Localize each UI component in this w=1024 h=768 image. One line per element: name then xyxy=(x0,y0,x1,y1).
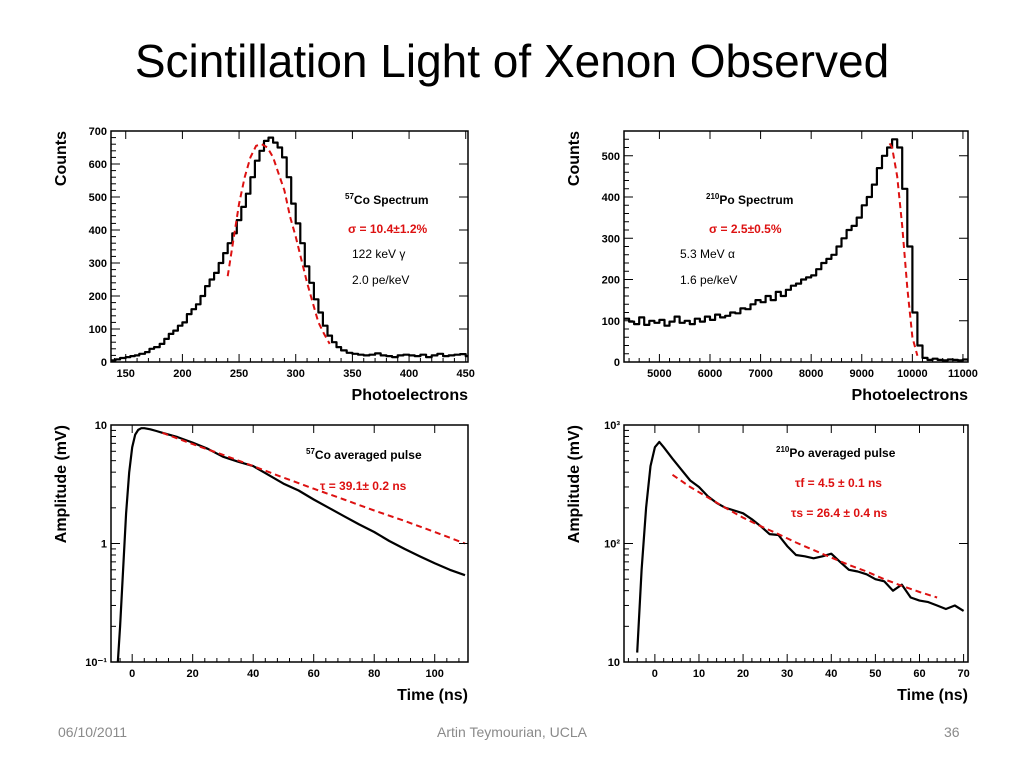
po210-spectrum-y-tick-label: 400 xyxy=(602,192,620,204)
po210-spectrum-x-tick-label: 8000 xyxy=(799,368,823,380)
po210-spectrum-x-tick-label: 6000 xyxy=(698,368,722,380)
slide-title: Scintillation Light of Xenon Observed xyxy=(134,35,890,87)
po210-pulse-data-series xyxy=(636,440,965,653)
co57-spectrum-y-axis-title: Counts xyxy=(53,131,70,186)
footer-author: Artin Teymourian, UCLA xyxy=(437,724,587,740)
co57-pulse-y-tick-label: 10 xyxy=(95,420,107,432)
co57-spectrum-x-tick-label: 450 xyxy=(457,368,475,380)
co57-spectrum-x-tick-label: 350 xyxy=(343,368,361,380)
po210-pulse-x-axis-title: Time (ns) xyxy=(897,687,968,704)
po210-pulse-y-tick-label: 10³ xyxy=(604,420,620,432)
po210-spectrum-sigma-label: σ = 2.5±0.5% xyxy=(709,222,782,236)
po210-spectrum-x-tick-label: 11000 xyxy=(948,368,978,380)
po210-spectrum-annotation-title: 210Po Spectrum xyxy=(706,192,793,207)
co57-pulse-data-series xyxy=(116,427,466,662)
co57-pulse-x-tick-label: 80 xyxy=(368,668,380,680)
co57-spectrum-y-tick-label: 200 xyxy=(89,291,107,303)
co57-spectrum-energy-label: 122 keV γ xyxy=(352,247,405,261)
po210-spectrum-x-axis-title: Photoelectrons xyxy=(852,387,969,404)
co57-spectrum-annotation-title-text: Co Spectrum xyxy=(354,193,429,207)
co57-spectrum-fit-series xyxy=(226,143,331,345)
po210-pulse-x-tick-label: 20 xyxy=(737,668,749,680)
footer-date: 06/10/2011 xyxy=(58,724,128,740)
co57-pulse-chart: 0 20 40 60 80 100 10⁻¹ 1 10 Time (ns) Amplitude (m… xyxy=(53,420,469,704)
po210-pulse-isotope-superscript: 210 xyxy=(776,445,790,454)
co57-pulse-x-axis-title: Time (ns) xyxy=(397,687,468,704)
co57-pulse-tau-label: τ = 39.1± 0.2 ns xyxy=(320,479,407,493)
po210-pulse-x-tick-label: 30 xyxy=(781,668,793,680)
po210-pulse-tau-slow-label: τs = 26.4 ± 0.4 ns xyxy=(791,506,888,520)
co57-pulse-y-tick-label: 1 xyxy=(101,539,107,551)
po210-spectrum-chart: 5000 6000 7000 8000 9000 10000 11000 0 100 200 300… xyxy=(566,130,978,404)
po210-spectrum-y-tick-label: 100 xyxy=(602,316,620,328)
co57-spectrum-y-tick-label: 600 xyxy=(89,159,107,171)
po210-spectrum-annotation-title-text: Po Spectrum xyxy=(719,193,793,207)
co57-spectrum-y-tick-label: 300 xyxy=(89,258,107,270)
po210-spectrum-y-tick-label: 0 xyxy=(614,357,620,369)
co57-spectrum-data-series xyxy=(111,136,468,362)
footer-page-number: 36 xyxy=(944,724,960,740)
co57-pulse-x-tick-label: 20 xyxy=(187,668,199,680)
po210-pulse-fit-series xyxy=(671,473,938,599)
po210-spectrum-yield-label: 1.6 pe/keV xyxy=(680,273,737,287)
po210-pulse-chart: 0 10 20 30 40 50 60 70 10 10² 10³ Time (ns) Amplitud… xyxy=(566,420,970,704)
co57-pulse-x-tick-label: 0 xyxy=(129,668,135,680)
po210-spectrum-data-series xyxy=(624,138,968,362)
po210-pulse-x-tick-label: 50 xyxy=(869,668,881,680)
po210-spectrum-y-tick-label: 300 xyxy=(602,233,620,245)
po210-spectrum-y-tick-label: 200 xyxy=(602,275,620,287)
co57-spectrum-y-tick-label: 700 xyxy=(89,126,107,138)
po210-spectrum-x-tick-label: 7000 xyxy=(748,368,772,380)
po210-pulse-x-tick-label: 40 xyxy=(825,668,837,680)
co57-pulse-x-tick-label: 100 xyxy=(426,668,444,680)
co57-spectrum-x-axis-title: Photoelectrons xyxy=(352,387,469,404)
co57-spectrum-isotope-superscript: 57 xyxy=(345,192,354,201)
po210-pulse-x-tick-label: 60 xyxy=(913,668,925,680)
co57-pulse-annotation-title: 57Co averaged pulse xyxy=(306,447,422,462)
po210-spectrum-energy-label: 5.3 MeV α xyxy=(680,247,735,261)
co57-pulse-x-tick-label: 60 xyxy=(308,668,320,680)
co57-pulse-x-tick-label: 40 xyxy=(247,668,259,680)
co57-spectrum-yield-label: 2.0 pe/keV xyxy=(352,273,409,287)
co57-spectrum-x-tick-label: 250 xyxy=(230,368,248,380)
co57-spectrum-annotation-title: 57Co Spectrum xyxy=(345,192,429,207)
po210-pulse-y-tick-label: 10 xyxy=(608,657,620,669)
po210-pulse-y-axis-title: Amplitude (mV) xyxy=(566,425,583,543)
co57-pulse-y-tick-label: 10⁻¹ xyxy=(85,657,107,669)
co57-spectrum-y-tick-label: 0 xyxy=(101,357,107,369)
po210-spectrum-y-tick-label: 500 xyxy=(602,151,620,163)
co57-spectrum-chart: 150 200 250 300 350 400 450 0 100 200 300 400 500 600… xyxy=(53,126,475,404)
po210-pulse-x-tick-label: 10 xyxy=(693,668,705,680)
co57-spectrum-y-tick-label: 500 xyxy=(89,192,107,204)
po210-spectrum-x-tick-label: 9000 xyxy=(850,368,874,380)
po210-spectrum-fit-series xyxy=(888,142,919,357)
po210-spectrum-x-tick-label: 5000 xyxy=(647,368,671,380)
po210-spectrum-isotope-superscript: 210 xyxy=(706,192,720,201)
co57-spectrum-x-tick-label: 400 xyxy=(400,368,418,380)
po210-spectrum-x-tick-label: 10000 xyxy=(897,368,928,380)
co57-pulse-isotope-superscript: 57 xyxy=(306,447,315,456)
po210-spectrum-y-axis-title: Counts xyxy=(566,131,583,186)
po210-pulse-y-tick-label: 10² xyxy=(604,539,620,551)
co57-spectrum-x-tick-label: 300 xyxy=(287,368,305,380)
po210-pulse-x-tick-label: 0 xyxy=(652,668,658,680)
po210-pulse-annotation-title-text: Po averaged pulse xyxy=(789,446,895,460)
po210-pulse-tau-fast-label: τf = 4.5 ± 0.1 ns xyxy=(795,476,882,490)
co57-spectrum-frame xyxy=(110,130,469,363)
po210-pulse-annotation-title: 210Po averaged pulse xyxy=(776,445,896,460)
co57-spectrum-x-tick-label: 200 xyxy=(173,368,191,380)
co57-pulse-y-axis-title: Amplitude (mV) xyxy=(53,425,70,543)
co57-pulse-annotation-title-text: Co averaged pulse xyxy=(315,448,422,462)
co57-pulse-fit-series xyxy=(162,431,466,545)
co57-spectrum-y-tick-label: 100 xyxy=(89,324,107,336)
co57-spectrum-y-tick-label: 400 xyxy=(89,225,107,237)
co57-spectrum-sigma-label: σ = 10.4±1.2% xyxy=(348,222,428,236)
po210-pulse-x-tick-label: 70 xyxy=(957,668,969,680)
co57-spectrum-x-tick-label: 150 xyxy=(117,368,135,380)
